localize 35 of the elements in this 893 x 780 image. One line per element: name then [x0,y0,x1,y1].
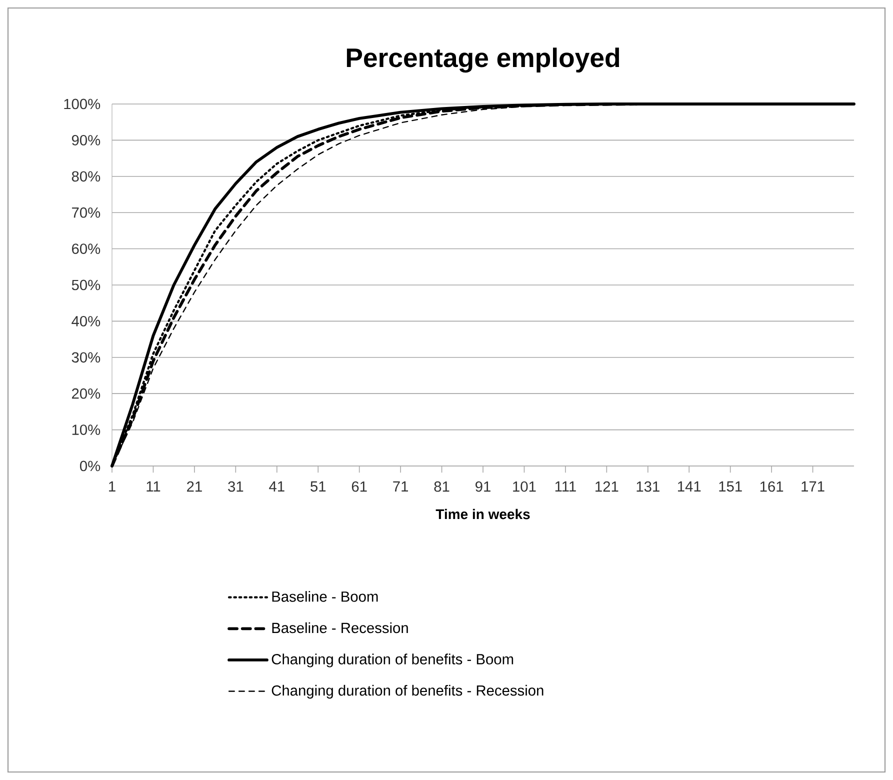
y-tick-label: 90% [72,135,100,146]
y-tick-label: 40% [72,316,100,326]
legend-label: Baseline - Recession [272,622,408,634]
x-axis-title: Time in weeks [436,508,530,520]
x-tick-label: 171 [802,481,824,492]
x-tick-label: 91 [476,481,490,492]
x-tick-label: 81 [434,481,450,492]
x-tick-label: 1 [109,481,116,492]
y-tick-label: 30% [72,352,100,363]
y-tick-label: 50% [72,280,100,290]
x-tick-label: 41 [269,481,284,492]
y-tick-label: 10% [72,424,100,435]
x-tick-label: 161 [760,481,784,492]
x-tick-label: 131 [636,481,660,492]
x-tick-label: 141 [678,481,701,492]
x-tick-label: 71 [393,481,408,492]
legend-label: Baseline - Boom [272,591,378,602]
x-tick-label: 151 [719,481,742,492]
y-tick-label: 70% [72,207,100,218]
x-tick-label: 111 [555,481,576,492]
chart-title: Percentage employed [346,48,620,73]
legend-label: Changing duration of benefits - Boom [272,654,514,668]
x-tick-label: 61 [352,481,367,492]
x-tick-label: 121 [596,481,618,492]
y-tick-label: 0% [80,460,100,472]
y-tick-label: 60% [72,244,100,254]
x-tick-label: 101 [513,481,536,492]
x-tick-label: 51 [310,481,326,492]
x-tick-label: 31 [228,481,244,492]
y-tick-label: 100% [64,98,100,110]
y-tick-label: 80% [72,171,100,182]
legend-label: Changing duration of benefits - Recession [272,684,544,699]
x-tick-label: 21 [187,481,202,492]
x-tick-label: 11 [146,481,160,492]
y-tick-label: 20% [72,388,100,399]
